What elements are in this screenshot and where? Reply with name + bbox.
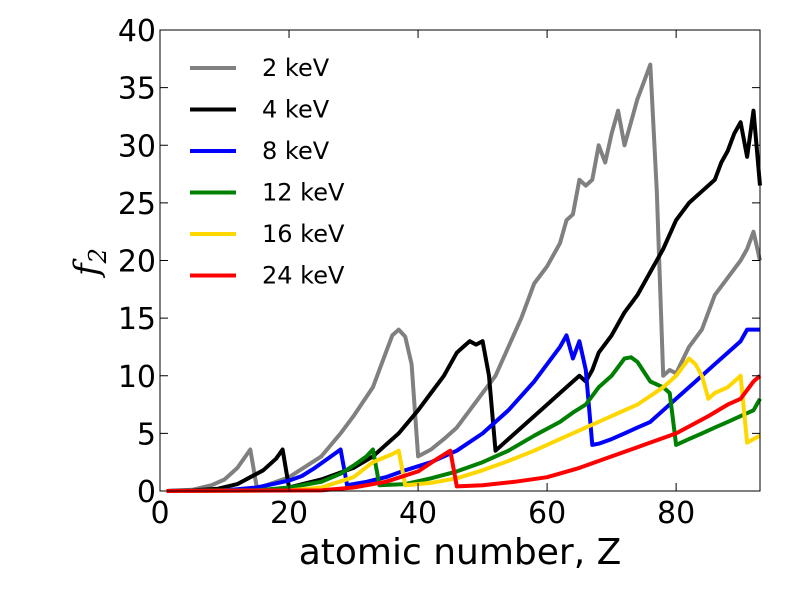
x-tick-label-4: 80 — [657, 496, 695, 531]
legend-label-0: 2 keV — [262, 54, 330, 82]
series-line-0 — [166, 62, 762, 493]
y-tick-label-6: 30 — [118, 129, 156, 164]
y-tick-label-3: 15 — [118, 302, 156, 337]
y-tick-label-0: 0 — [137, 475, 156, 510]
ticks-layer: 0 20 40 60 80 0 5 10 15 20 25 30 35 40 — [118, 14, 760, 531]
legend-label-4: 16 keV — [262, 220, 345, 248]
series-line-4 — [166, 356, 761, 493]
legend-label-1: 4 keV — [262, 96, 330, 124]
y-axis-label: f2 — [67, 248, 112, 279]
svg-text:f2: f2 — [67, 248, 112, 279]
legend-label-3: 12 keV — [262, 179, 345, 207]
y-tick-label-5: 25 — [118, 187, 156, 222]
x-tick-label-1: 20 — [270, 496, 308, 531]
legend: 2 keV 4 keV 8 keV 12 keV 16 keV 24 keV — [190, 54, 345, 290]
x-axis-label: atomic number, Z — [299, 532, 622, 573]
y-tick-label-4: 20 — [118, 245, 156, 280]
series-layer — [166, 62, 762, 493]
series-line-2 — [166, 327, 760, 493]
series-line-5 — [166, 374, 762, 493]
series-line-3 — [166, 355, 762, 493]
y-tick-label-7: 35 — [118, 72, 156, 107]
x-tick-label-3: 60 — [528, 496, 566, 531]
y-tick-label-2: 10 — [118, 360, 156, 395]
x-tick-label-0: 0 — [150, 496, 169, 531]
y-tick-label-1: 5 — [137, 417, 156, 452]
x-tick-label-2: 40 — [399, 496, 437, 531]
legend-label-5: 24 keV — [262, 262, 345, 290]
legend-label-2: 8 keV — [262, 137, 330, 165]
y-tick-label-8: 40 — [118, 14, 156, 49]
y-axis-label-subscript: 2 — [84, 248, 112, 264]
